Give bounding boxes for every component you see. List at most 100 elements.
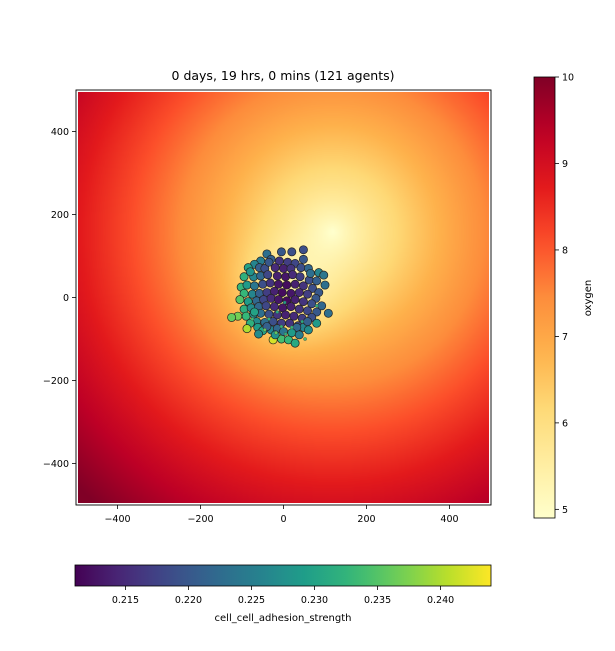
agent-point-38 [282, 280, 292, 290]
agent-point-small-6 [267, 317, 271, 321]
agent-point-68 [269, 302, 279, 312]
agent-point-2 [298, 245, 308, 255]
adhesion-tick-label: 0.240 [427, 595, 454, 606]
agent-point-67 [261, 301, 271, 311]
adhesion-colorbar-gradient [75, 565, 491, 586]
agent-point-28 [295, 272, 305, 282]
agent-point-27 [288, 270, 298, 280]
agent-point-9 [298, 254, 308, 264]
oxygen-tick-label: 10 [562, 73, 574, 84]
agent-point-small-10 [314, 303, 319, 308]
agent-point-small-9 [250, 317, 255, 321]
agent-point-25 [272, 271, 282, 281]
agent-point-33 [242, 280, 252, 290]
agent-point-109 [287, 328, 297, 338]
agent-point-104 [290, 338, 300, 348]
agent-point-small-5 [300, 319, 304, 324]
agent-point-72 [303, 306, 313, 316]
agent-point-24 [263, 270, 273, 280]
agent-point-48 [277, 288, 287, 297]
agent-point-61 [298, 297, 308, 307]
oxygen-colorbar-ticks: 10 9 8 7 6 5 [555, 73, 574, 516]
x-axis: −400 −200 0 200 400 [104, 505, 459, 525]
agent-point-110 [249, 307, 259, 317]
adhesion-colorbar-frame [74, 564, 492, 587]
y-tick-label: −200 [43, 376, 69, 387]
agent-point-small-3 [289, 325, 294, 330]
agent-point-41 [308, 283, 317, 293]
adhesion-tick-label: 0.235 [364, 595, 391, 606]
agent-point-96 [242, 324, 252, 334]
oxygen-tick-label: 5 [562, 505, 568, 516]
agent-point-1 [287, 247, 297, 257]
agent-point-small-8 [282, 300, 287, 305]
agent-point-112 [306, 268, 315, 278]
agent-point-88 [268, 317, 278, 327]
oxygen-tick-label: 7 [562, 332, 568, 343]
agent-point-60 [290, 295, 300, 305]
adhesion-tick-label: 0.230 [301, 595, 328, 606]
agent-point-30 [312, 276, 322, 286]
agent-point-50 [294, 288, 304, 297]
agent-point-small-4 [303, 337, 307, 341]
agent-point-90 [285, 318, 295, 328]
agent-point-17 [296, 263, 306, 273]
x-tick-label: −200 [187, 514, 213, 525]
y-axis: 400 200 0 −200 −400 [43, 127, 76, 470]
x-tick-label: −400 [104, 514, 130, 525]
adhesion-tick-label: 0.220 [175, 595, 202, 606]
agent-point-81 [281, 310, 291, 320]
y-tick-label: 400 [51, 127, 69, 138]
adhesion-colorbar-label: cell_cell_adhesion_strength [215, 613, 352, 624]
oxygen-colorbar-frame [533, 76, 556, 519]
agent-point-21 [239, 272, 249, 282]
adhesion-tick-label: 0.215 [112, 595, 139, 606]
oxygen-colorbar-label: oxygen [583, 280, 594, 316]
agent-point-79 [264, 309, 274, 319]
x-tick-label: 0 [280, 514, 286, 525]
agent-point-57 [266, 293, 276, 303]
agent-point-71 [294, 304, 304, 314]
y-tick-label: −400 [43, 459, 69, 470]
y-tick-label: 0 [63, 293, 69, 304]
agent-point-53 [235, 295, 245, 305]
agent-points [227, 245, 333, 348]
agent-point-114 [303, 317, 313, 327]
adhesion-colorbar: 0.215 0.220 0.225 0.230 0.235 0.240 cell_cell… [74, 564, 492, 624]
agent-point-small-7 [275, 310, 280, 314]
agent-point-39 [290, 279, 300, 289]
x-tick-label: 400 [440, 514, 458, 525]
agent-point-small-0 [263, 328, 267, 332]
agent-point-111 [245, 267, 255, 277]
agent-point-115 [294, 330, 304, 340]
agent-point-95 [312, 318, 322, 328]
oxygen-tick-label: 8 [562, 245, 568, 256]
agent-point-100 [303, 325, 313, 335]
x-tick-label: 200 [357, 514, 375, 525]
agent-point-82 [289, 311, 299, 321]
oxygen-tick-label: 9 [562, 159, 568, 170]
plot-area [75, 89, 492, 506]
oxygen-colorbar-gradient [534, 77, 555, 518]
adhesion-tick-label: 0.225 [238, 595, 265, 606]
agent-point-70 [286, 302, 296, 312]
oxygen-colorbar: 10 9 8 7 6 5 oxygen [533, 73, 594, 519]
agent-point-36 [265, 278, 275, 288]
agent-point-85 [227, 312, 237, 322]
agent-point-15 [279, 264, 288, 273]
agent-point-small-1 [274, 330, 278, 335]
agent-point-51 [303, 289, 313, 299]
agent-point-small-2 [283, 332, 288, 336]
agent-point-113 [264, 257, 274, 267]
agent-point-62 [307, 299, 317, 309]
agent-point-20 [319, 270, 329, 280]
y-tick-label: 200 [51, 210, 69, 221]
agent-point-small-11 [279, 324, 284, 329]
agent-point-40 [298, 281, 308, 291]
agent-point-74 [323, 308, 333, 318]
chart-title: 0 days, 19 hrs, 0 mins (121 agents) [172, 68, 395, 83]
adhesion-colorbar-ticks: 0.215 0.220 0.225 0.230 0.235 0.240 [112, 586, 454, 606]
agent-point-35 [258, 279, 268, 289]
agent-point-0 [276, 247, 286, 257]
